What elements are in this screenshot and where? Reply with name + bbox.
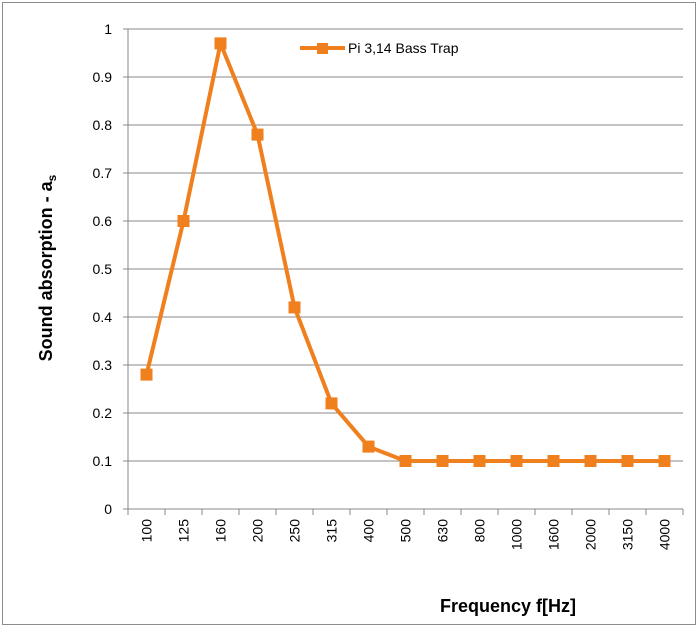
y-axis-title-main: Sound absorption - a bbox=[36, 180, 56, 361]
data-point-marker bbox=[140, 368, 153, 381]
y-tick-label: 0.7 bbox=[93, 165, 113, 181]
data-point-marker bbox=[325, 397, 338, 410]
data-point-marker bbox=[251, 128, 264, 141]
data-point-marker bbox=[473, 455, 486, 467]
legend-label: Pi 3,14 Bass Trap bbox=[348, 40, 459, 56]
data-point-marker bbox=[547, 455, 560, 467]
data-point-marker bbox=[214, 37, 227, 50]
data-point-marker bbox=[621, 455, 634, 467]
y-tick-label: 0.3 bbox=[93, 357, 113, 373]
series-layer bbox=[140, 37, 671, 467]
x-tick-label: 125 bbox=[176, 519, 192, 543]
x-axis-title: Frequency f[Hz] bbox=[440, 596, 576, 616]
y-tick-label: 1 bbox=[104, 21, 112, 37]
x-tick-label: 4000 bbox=[657, 519, 673, 550]
y-tick-label: 0.6 bbox=[93, 213, 113, 229]
x-tick-label: 800 bbox=[472, 519, 488, 543]
data-point-marker bbox=[510, 455, 523, 467]
y-tick-label: 0.8 bbox=[93, 117, 113, 133]
x-tick-labels: 100 125 160 200 250 315 400 500 630 800 1000 1600 20… bbox=[139, 519, 673, 550]
y-tick-label: 0.2 bbox=[93, 405, 113, 421]
x-tick-label: 100 bbox=[139, 519, 155, 543]
data-point-marker bbox=[288, 301, 301, 314]
x-tick-label: 2000 bbox=[583, 519, 599, 550]
data-point-marker bbox=[399, 455, 412, 467]
x-tick-label: 400 bbox=[361, 519, 377, 543]
legend: Pi 3,14 Bass Trap bbox=[300, 40, 459, 56]
x-tick-label: 1600 bbox=[546, 519, 562, 550]
x-tick-label: 630 bbox=[435, 519, 451, 543]
data-point-marker bbox=[177, 215, 190, 227]
x-tick-label: 3150 bbox=[620, 519, 636, 550]
x-tick-label: 160 bbox=[213, 519, 229, 543]
y-axis-title-subscript: s bbox=[45, 174, 59, 181]
y-axis-title: Sound absorption - as bbox=[36, 174, 59, 361]
y-tick-labels: 0 0.1 0.2 0.3 0.4 0.5 0.6 0.7 0.8 0.9 1 bbox=[93, 21, 113, 517]
x-tick-label: 315 bbox=[324, 519, 340, 543]
x-tick-label: 1000 bbox=[509, 519, 525, 550]
y-tick-label: 0.9 bbox=[93, 69, 113, 85]
data-point-marker bbox=[436, 455, 449, 467]
y-tick-label: 0.4 bbox=[93, 309, 113, 325]
y-tick-label: 0 bbox=[104, 501, 112, 517]
data-point-marker bbox=[584, 455, 597, 467]
legend-marker-swatch bbox=[317, 43, 328, 54]
x-tick-label: 250 bbox=[287, 519, 303, 543]
y-tick-label: 0.1 bbox=[93, 453, 113, 469]
x-tick-label: 200 bbox=[250, 519, 266, 543]
series-line bbox=[144, 41, 665, 463]
data-point-marker bbox=[658, 455, 671, 467]
data-point-marker bbox=[362, 440, 375, 453]
x-tick-label: 500 bbox=[398, 519, 414, 543]
grid-lines bbox=[123, 28, 684, 515]
y-tick-label: 0.5 bbox=[93, 261, 113, 277]
